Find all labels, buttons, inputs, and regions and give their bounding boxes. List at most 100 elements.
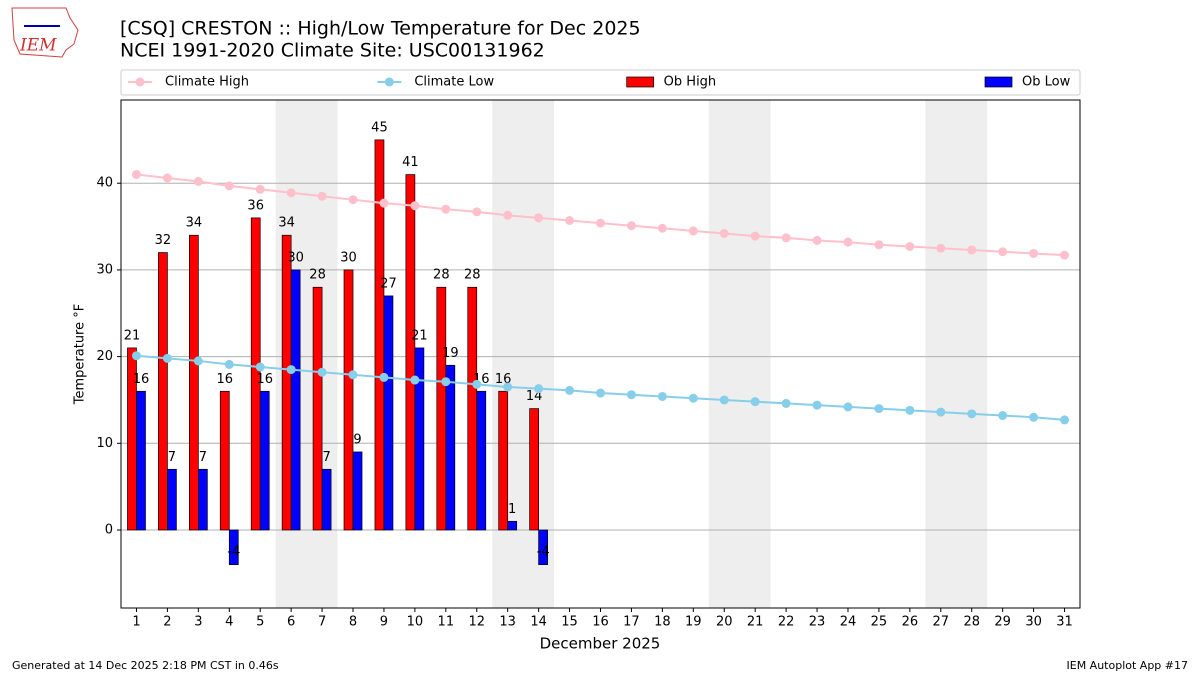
point — [503, 210, 513, 220]
bar — [343, 269, 354, 531]
point — [967, 245, 977, 255]
point — [348, 370, 358, 380]
bar — [136, 390, 146, 531]
point — [781, 233, 791, 243]
y-axis-label: Temperature °F — [73, 304, 88, 405]
x-tick-label: 3 — [194, 615, 202, 630]
point — [565, 215, 575, 225]
x-tick-label: 15 — [561, 615, 578, 630]
point — [534, 213, 544, 223]
bar — [321, 468, 332, 531]
point — [317, 367, 327, 377]
point — [224, 359, 234, 369]
bar — [383, 295, 394, 531]
y-tick-label: 20 — [96, 349, 113, 364]
legend-box — [120, 69, 1081, 96]
bar — [436, 286, 447, 531]
point — [719, 395, 729, 405]
x-tick-label: 12 — [468, 615, 485, 630]
x-tick-label: 25 — [871, 615, 888, 630]
data-label: 7 — [168, 450, 176, 465]
x-tick-label: 9 — [380, 615, 388, 630]
legend-point — [135, 77, 145, 87]
point — [998, 411, 1008, 421]
point — [224, 181, 234, 191]
data-label: 41 — [402, 155, 419, 170]
data-label: 34 — [186, 216, 203, 231]
point — [255, 362, 265, 372]
point — [1029, 412, 1039, 422]
point — [255, 184, 265, 194]
point — [688, 226, 698, 236]
point — [626, 221, 636, 231]
x-tick-label: 17 — [623, 615, 640, 630]
point — [874, 404, 884, 414]
bar — [405, 174, 416, 531]
legend-swatch — [984, 76, 1013, 88]
point — [193, 176, 203, 186]
bar — [158, 252, 168, 531]
data-label: 28 — [309, 268, 326, 283]
point — [596, 218, 605, 228]
x-tick-label: 27 — [933, 615, 950, 630]
point — [441, 204, 451, 214]
point — [410, 201, 420, 211]
point — [781, 398, 791, 408]
data-label: 28 — [464, 268, 481, 283]
point — [596, 388, 605, 398]
x-tick-label: 22 — [778, 615, 795, 630]
bar — [529, 408, 539, 531]
bar — [290, 269, 301, 531]
bar — [228, 529, 239, 566]
x-tick-label: 31 — [1056, 615, 1073, 630]
x-tick-label: 26 — [902, 615, 919, 630]
point — [750, 397, 760, 407]
x-tick-label: 24 — [840, 615, 857, 630]
logo: IEM — [11, 7, 79, 58]
x-tick-label: 20 — [716, 615, 733, 630]
shaded-span — [925, 100, 988, 608]
x-tick-label: 14 — [530, 615, 547, 630]
data-label: 28 — [433, 268, 450, 283]
x-axis-label: December 2025 — [540, 635, 661, 653]
data-label: 16 — [256, 372, 273, 387]
x-tick-label: 28 — [963, 615, 980, 630]
logo-outline — [11, 7, 79, 58]
point — [905, 405, 915, 415]
bar — [219, 390, 230, 531]
data-label: 27 — [380, 276, 397, 291]
bar — [374, 139, 385, 531]
bar — [259, 390, 270, 531]
chart-subtitle: NCEI 1991-2020 Climate Site: USC00131962 — [120, 40, 545, 62]
line — [136, 354, 1065, 421]
point — [967, 409, 977, 419]
x-tick-label: 7 — [318, 615, 326, 630]
legend-label: Ob High — [664, 75, 717, 90]
point — [626, 390, 636, 400]
point — [657, 391, 667, 401]
x-tick-label: 29 — [994, 615, 1011, 630]
point — [317, 191, 327, 201]
point — [874, 240, 884, 250]
data-label: 45 — [371, 120, 388, 135]
point — [1060, 415, 1070, 425]
bar — [445, 364, 456, 531]
point — [286, 365, 296, 375]
x-tick-label: 2 — [163, 615, 171, 630]
line — [136, 173, 1065, 257]
bar — [188, 234, 199, 531]
legend-swatch — [626, 76, 655, 88]
point — [131, 170, 141, 180]
bar — [538, 529, 548, 566]
legend-label: Climate High — [165, 75, 249, 90]
point — [379, 198, 389, 208]
data-label: -4 — [227, 544, 240, 559]
data-label: 7 — [322, 450, 330, 465]
point — [162, 353, 172, 363]
x-tick-label: 19 — [685, 615, 702, 630]
point — [936, 243, 946, 253]
data-label: 7 — [199, 450, 207, 465]
x-tick-label: 30 — [1025, 615, 1042, 630]
legend-label: Climate Low — [414, 75, 494, 90]
